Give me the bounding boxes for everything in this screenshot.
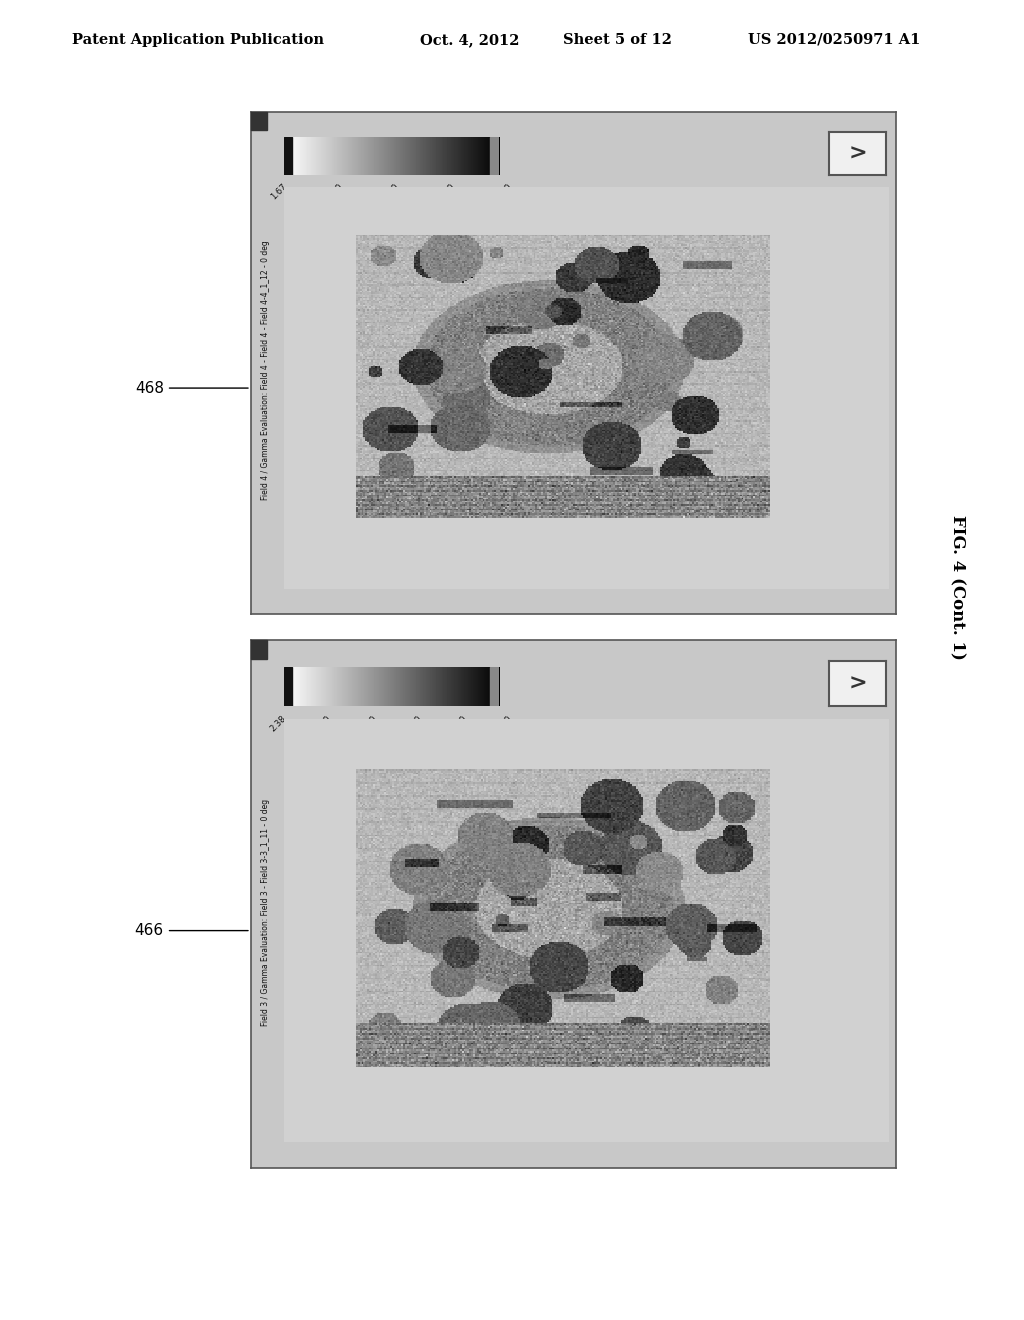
Text: 0.00: 0.00 <box>495 714 513 733</box>
Text: Field 4 / Gamma Evaluation: Field 4 - Field 4 - Field 4-4_1_12 - 0 deg: Field 4 / Gamma Evaluation: Field 4 - Fi… <box>261 240 270 500</box>
Text: 468: 468 <box>135 380 248 396</box>
Text: 1.50: 1.50 <box>326 182 344 202</box>
Text: US 2012/0250971 A1: US 2012/0250971 A1 <box>748 33 920 48</box>
Text: 466: 466 <box>135 923 248 939</box>
Bar <box>490 137 499 174</box>
Text: 2.38: 2.38 <box>268 714 289 734</box>
Bar <box>284 137 292 174</box>
Text: Patent Application Publication: Patent Application Publication <box>72 33 324 48</box>
Text: 0.50: 0.50 <box>450 714 468 733</box>
Text: >: > <box>848 144 867 164</box>
Text: 0.50: 0.50 <box>438 182 457 202</box>
Text: >: > <box>848 673 867 694</box>
Text: Oct. 4, 2012: Oct. 4, 2012 <box>420 33 519 48</box>
Bar <box>284 667 292 706</box>
Text: 0.00: 0.00 <box>495 182 513 202</box>
Text: 1.00: 1.00 <box>404 714 423 733</box>
Text: 2.00: 2.00 <box>314 714 333 733</box>
Bar <box>490 667 499 706</box>
Text: Field 3 / Gamma Evaluation: Field 3 - Field 3-3_1_11 - 0 deg: Field 3 / Gamma Evaluation: Field 3 - Fi… <box>261 799 270 1026</box>
Text: 1.50: 1.50 <box>359 714 378 733</box>
Text: 1.00: 1.00 <box>382 182 400 202</box>
Text: 1.67: 1.67 <box>268 182 289 202</box>
Text: FIG. 4 (Cont. 1): FIG. 4 (Cont. 1) <box>949 515 966 660</box>
Bar <box>251 640 267 659</box>
Bar <box>251 112 267 129</box>
Text: Sheet 5 of 12: Sheet 5 of 12 <box>563 33 672 48</box>
